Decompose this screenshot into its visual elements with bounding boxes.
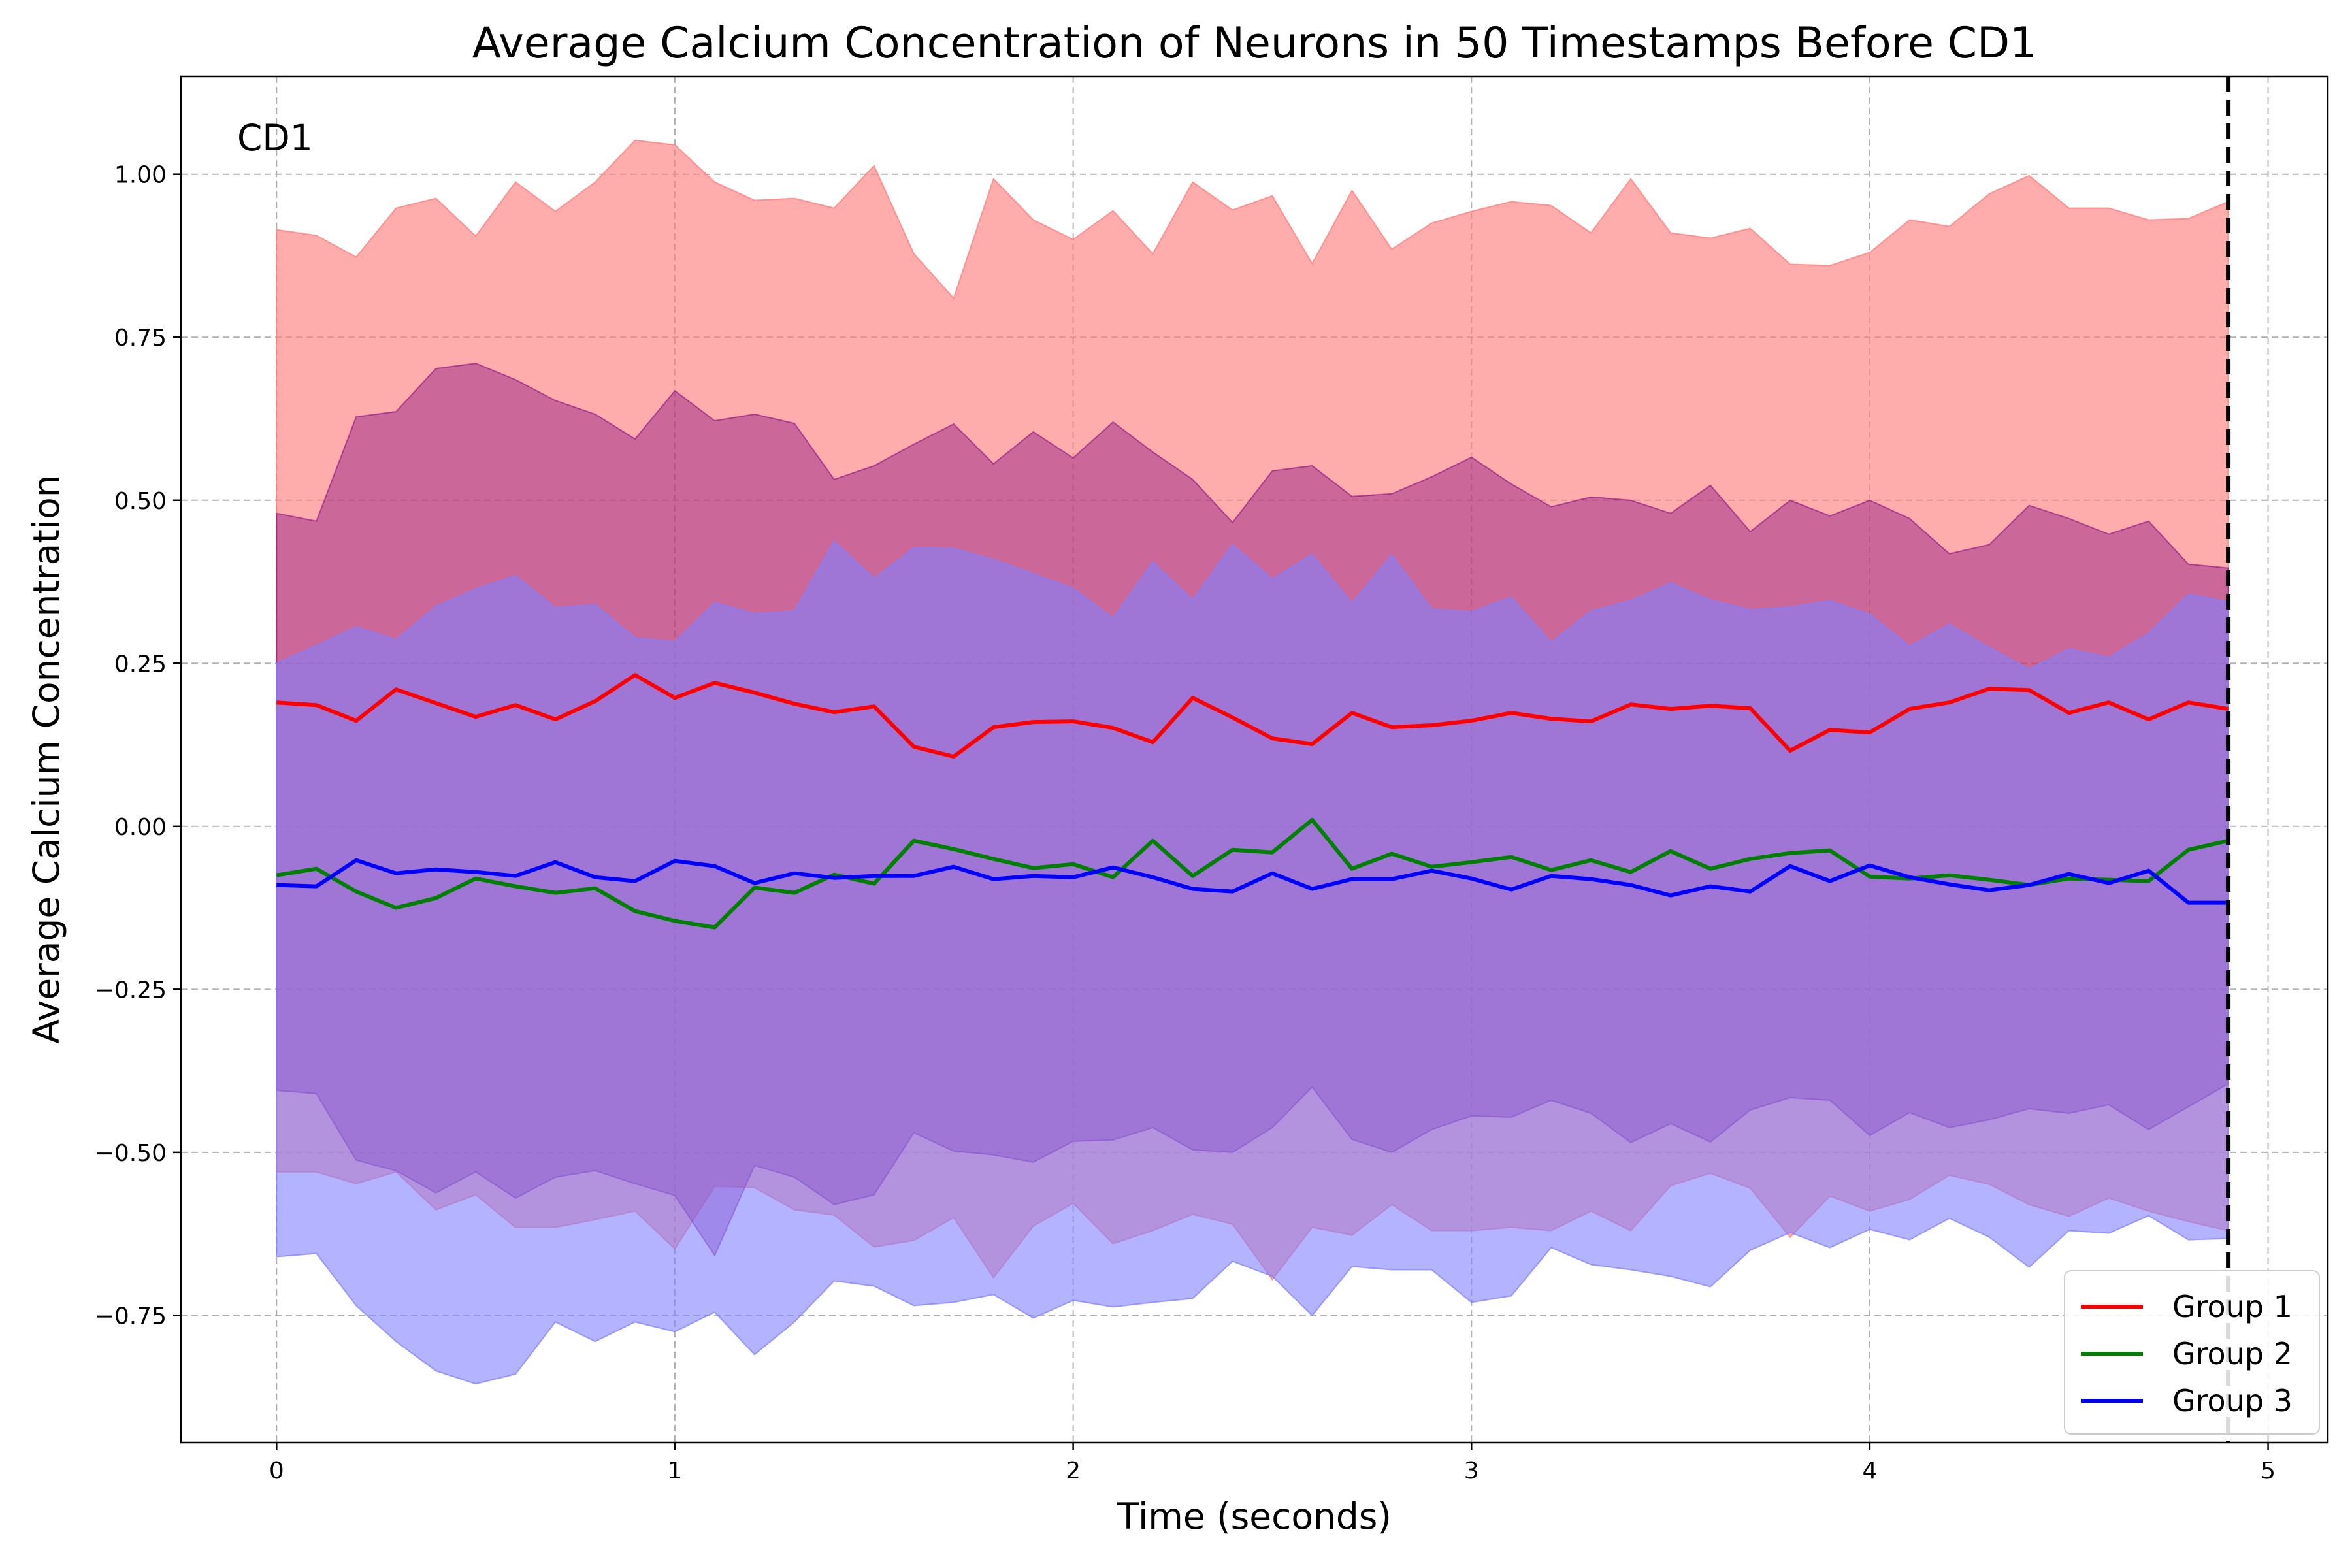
legend-label: Group 3 <box>2172 1383 2293 1418</box>
x-tick-label: 5 <box>2261 1458 2276 1484</box>
y-tick-label: −0.50 <box>95 1140 167 1167</box>
x-tick-label: 2 <box>1066 1458 1081 1484</box>
y-tick-label: 0.00 <box>114 814 167 841</box>
confidence-bands <box>276 139 2229 1385</box>
y-tick-label: 0.50 <box>114 488 167 515</box>
x-axis-title: Time (seconds) <box>1117 1495 1392 1537</box>
legend-label: Group 1 <box>2172 1289 2293 1324</box>
line-group-1 <box>276 673 2229 759</box>
x-tick-label: 3 <box>1464 1458 1479 1484</box>
x-tick-label: 0 <box>269 1458 284 1484</box>
line-group-3 <box>276 858 2229 905</box>
legend-box <box>2064 1270 2320 1435</box>
y-tick-label: −0.75 <box>95 1303 167 1330</box>
series-lines <box>276 673 2229 930</box>
x-tick-label: 4 <box>1862 1458 1877 1484</box>
plot-frame <box>180 75 2329 1444</box>
annotation-layer: CD1 <box>237 76 2231 1443</box>
legend-label: Group 2 <box>2172 1336 2293 1371</box>
legend: Group 1 Group 2 Group 3 <box>2064 1270 2320 1435</box>
y-axis-title: Average Calcium Concentration <box>25 474 67 1043</box>
line-group-2 <box>276 817 2229 930</box>
y-tick-label: 0.75 <box>114 325 167 351</box>
cd1-label: CD1 <box>237 117 313 159</box>
y-tick-label: 1.00 <box>114 162 167 189</box>
axis-ticks: 0 1 2 3 4 5 −0.75 −0.50 −0.25 0.00 0.25 0.50 0.75 1.0… <box>95 162 2276 1484</box>
x-tick-label: 1 <box>668 1458 683 1484</box>
chart-title: Average Calcium Concentration of Neurons… <box>472 19 2037 68</box>
y-tick-label: −0.25 <box>95 977 167 1004</box>
y-tick-label: 0.25 <box>114 651 167 678</box>
